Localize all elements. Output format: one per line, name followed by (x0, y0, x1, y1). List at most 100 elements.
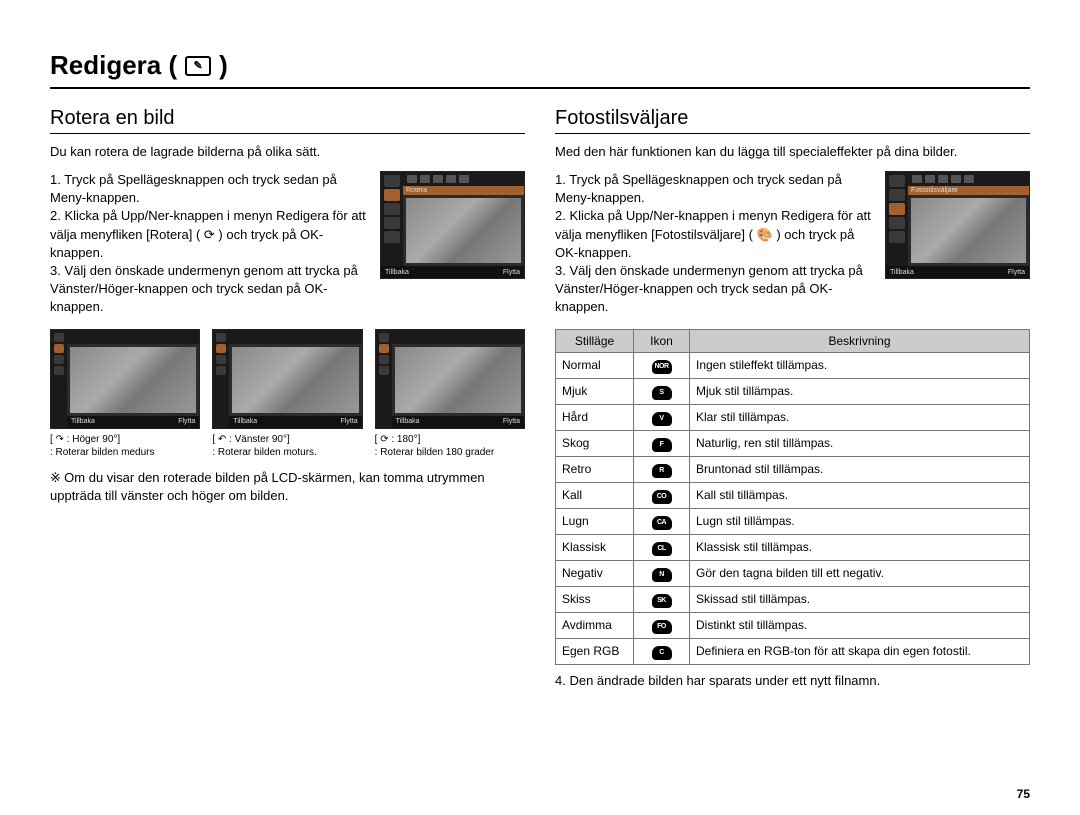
triplet-item: TillbakaFlytta [ ⟳ : 180°] : Roterar bil… (375, 329, 525, 459)
style-step-1: 1. Tryck på Spellägesknappen och tryck s… (555, 171, 875, 207)
triplet-item: TillbakaFlytta [ ↷ : Höger 90°] : Rotera… (50, 329, 200, 459)
style-table: Stilläge Ikon Beskrivning NormalNORIngen… (555, 329, 1030, 665)
page-number: 75 (1017, 787, 1030, 801)
right-column: Fotostilsväljare Med den här funktionen … (555, 107, 1030, 688)
desc-cell: Klar stil tillämpas. (690, 404, 1030, 430)
mode-cell: Avdimma (556, 612, 634, 638)
style-heading: Fotostilsväljare (555, 107, 1030, 134)
table-row: Lugn CA Lugn stil tillämpas. (556, 508, 1030, 534)
palette-icon: CL (652, 542, 672, 556)
triplet-title: [ ⟳ : 180°] (375, 433, 525, 446)
icon-cell: S (634, 378, 690, 404)
table-row: Negativ N Gör den tagna bilden till ett ne… (556, 560, 1030, 586)
mode-cell: Retro (556, 456, 634, 482)
mode-cell: Skiss (556, 586, 634, 612)
palette-icon: NOR (652, 360, 672, 374)
desc-cell: Naturlig, ren stil tillämpas. (690, 430, 1030, 456)
table-row: Avdimma FO Distinkt stil tillämpas. (556, 612, 1030, 638)
style-intro: Med den här funktionen kan du lägga till… (555, 144, 1030, 159)
triplet-desc: : Roterar bilden moturs. (212, 446, 362, 459)
mode-cell: Negativ (556, 560, 634, 586)
table-row: Skog F Naturlig, ren stil tillämpas. (556, 430, 1030, 456)
style-screenshot: Fotostilsväljare Tillbaka Flytta (885, 171, 1030, 279)
screenshot-back: Tillbaka (890, 269, 914, 276)
desc-cell: Bruntonad stil tillämpas. (690, 456, 1030, 482)
th-icon: Ikon (634, 329, 690, 352)
icon-cell: CL (634, 534, 690, 560)
rotate-step-1: 1. Tryck på Spellägesknappen och tryck s… (50, 171, 370, 207)
th-mode: Stilläge (556, 329, 634, 352)
style-step-2: 2. Klicka på Upp/Ner-knappen i menyn Red… (555, 207, 875, 262)
style-steps: 1. Tryck på Spellägesknappen och tryck s… (555, 171, 875, 317)
triplet-title: [ ↷ : Höger 90°] (50, 433, 200, 446)
table-row: Egen RGB C Definiera en RGB-ton för att sk… (556, 638, 1030, 664)
palette-icon: SK (652, 594, 672, 608)
table-row: Skiss SK Skissad stil tillämpas. (556, 586, 1030, 612)
desc-cell: Ingen stileffekt tillämpas. (690, 352, 1030, 378)
mode-cell: Normal (556, 352, 634, 378)
screenshot-move: Flytta (1008, 269, 1025, 276)
desc-cell: Mjuk stil tillämpas. (690, 378, 1030, 404)
after-table-text: 4. Den ändrade bilden har sparats under … (555, 673, 1030, 688)
icon-cell: NOR (634, 352, 690, 378)
palette-icon: N (652, 568, 672, 582)
note-symbol: ※ (50, 470, 64, 485)
style-step-3: 3. Välj den önskade undermenyn genom att… (555, 262, 875, 317)
rotate-step-2: 2. Klicka på Upp/Ner-knappen i menyn Red… (50, 207, 370, 262)
triplet-desc: : Roterar bilden 180 grader (375, 446, 525, 459)
palette-icon: C (652, 646, 672, 660)
icon-cell: CA (634, 508, 690, 534)
mode-cell: Kall (556, 482, 634, 508)
left-column: Rotera en bild Du kan rotera de lagrade … (50, 107, 525, 688)
desc-cell: Kall stil tillämpas. (690, 482, 1030, 508)
table-row: Klassisk CL Klassisk stil tillämpas. (556, 534, 1030, 560)
icon-cell: F (634, 430, 690, 456)
table-row: Normal NOR Ingen stileffekt tillämpas. (556, 352, 1030, 378)
mode-cell: Mjuk (556, 378, 634, 404)
rotate-step-3: 3. Välj den önskade undermenyn genom att… (50, 262, 370, 317)
desc-cell: Lugn stil tillämpas. (690, 508, 1030, 534)
rotate-note: ※ Om du visar den roterade bilden på LCD… (50, 469, 525, 505)
icon-cell: CO (634, 482, 690, 508)
note-text: Om du visar den roterade bilden på LCD-s… (50, 470, 485, 503)
title-text: Redigera ( (50, 50, 177, 81)
triplet-desc: : Roterar bilden medurs (50, 446, 200, 459)
desc-cell: Distinkt stil tillämpas. (690, 612, 1030, 638)
rotate-intro: Du kan rotera de lagrade bilderna på oli… (50, 144, 525, 159)
mode-cell: Hård (556, 404, 634, 430)
icon-cell: C (634, 638, 690, 664)
palette-icon: V (652, 412, 672, 426)
palette-icon: CA (652, 516, 672, 530)
screenshot-label: Fotostilsväljare (908, 186, 1029, 195)
rotate-steps: 1. Tryck på Spellägesknappen och tryck s… (50, 171, 370, 317)
screenshot-back: Tillbaka (385, 269, 409, 276)
page-title: Redigera ( ✎ ) (50, 50, 1030, 89)
screenshot-label: Rotera (403, 186, 524, 195)
desc-cell: Definiera en RGB-ton för att skapa din e… (690, 638, 1030, 664)
table-row: RetroRBruntonad stil tillämpas. (556, 456, 1030, 482)
palette-icon: S (652, 386, 672, 400)
screenshot-move: Flytta (503, 269, 520, 276)
desc-cell: Klassisk stil tillämpas. (690, 534, 1030, 560)
title-tail: ) (219, 50, 228, 81)
icon-cell: FO (634, 612, 690, 638)
mode-cell: Skog (556, 430, 634, 456)
palette-icon: FO (652, 620, 672, 634)
table-row: Kall CO Kall stil tillämpas. (556, 482, 1030, 508)
table-row: Hård V Klar stil tillämpas. (556, 404, 1030, 430)
triplet-title: [ ↶ : Vänster 90°] (212, 433, 362, 446)
desc-cell: Gör den tagna bilden till ett negativ. (690, 560, 1030, 586)
edit-mode-icon: ✎ (185, 56, 211, 76)
icon-cell: R (634, 456, 690, 482)
desc-cell: Skissad stil tillämpas. (690, 586, 1030, 612)
icon-cell: N (634, 560, 690, 586)
triplet-item: TillbakaFlytta [ ↶ : Vänster 90°] : Rote… (212, 329, 362, 459)
palette-icon: CO (652, 490, 672, 504)
mode-cell: Klassisk (556, 534, 634, 560)
mode-cell: Egen RGB (556, 638, 634, 664)
rotate-heading: Rotera en bild (50, 107, 525, 134)
mode-cell: Lugn (556, 508, 634, 534)
palette-icon: F (652, 438, 672, 452)
icon-cell: V (634, 404, 690, 430)
icon-cell: SK (634, 586, 690, 612)
